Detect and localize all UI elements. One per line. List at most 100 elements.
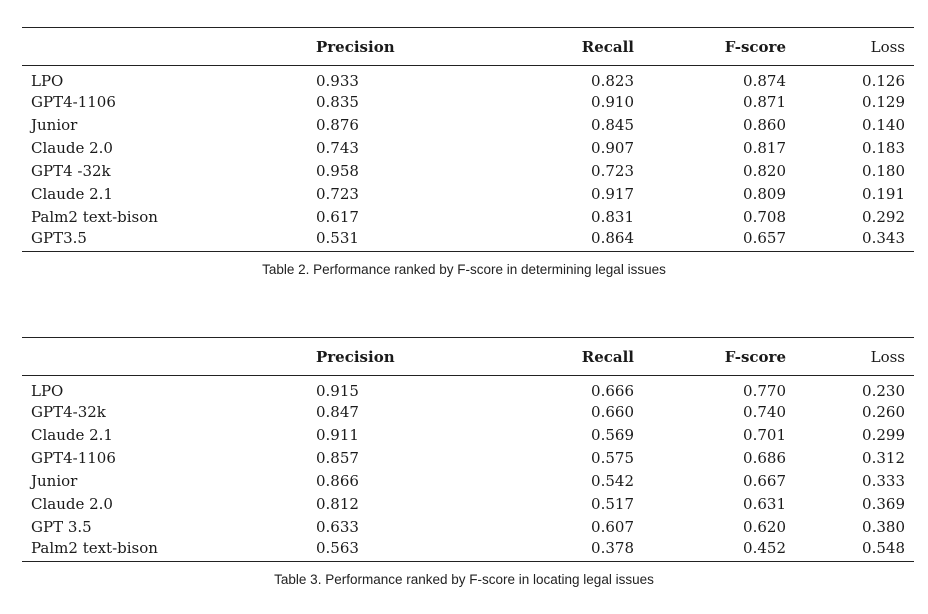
- cell-recall: 0.607: [591, 517, 634, 536]
- cell-recall: 0.517: [591, 494, 634, 513]
- cell-recall: 0.723: [591, 161, 634, 180]
- cell-recall: 0.907: [591, 138, 634, 157]
- cell-loss: 0.191: [862, 184, 905, 203]
- header-cell-recall: Recall: [581, 37, 634, 56]
- cell-fscore: 0.770: [743, 382, 786, 400]
- cell-loss: 0.129: [862, 92, 905, 111]
- cell-fscore: 0.820: [743, 161, 786, 180]
- cell-fscore: 0.667: [743, 471, 786, 490]
- table-row: Claude 2.0 0.743 0.907 0.817 0.183: [22, 136, 914, 159]
- cell-precision: 0.812: [316, 494, 359, 513]
- cell-model: LPO: [31, 382, 64, 400]
- cell-precision: 0.933: [316, 72, 359, 90]
- cell-fscore: 0.620: [743, 517, 786, 536]
- cell-precision: 0.876: [316, 115, 359, 134]
- cell-recall: 0.378: [591, 538, 634, 557]
- cell-model: GPT 3.5: [31, 517, 92, 536]
- cell-precision: 0.743: [316, 138, 359, 157]
- table-row: Claude 2.1 0.911 0.569 0.701 0.299: [22, 423, 914, 446]
- cell-loss: 0.180: [862, 161, 905, 180]
- cell-fscore: 0.809: [743, 184, 786, 203]
- cell-recall: 0.569: [591, 425, 634, 444]
- cell-fscore: 0.657: [743, 228, 786, 247]
- cell-precision: 0.563: [316, 538, 359, 557]
- cell-recall: 0.542: [591, 471, 634, 490]
- table-2-grid: Precision Recall F-score Loss LPO 0.933 0.…: [22, 27, 914, 252]
- table-row: GPT 3.5 0.633 0.607 0.620 0.380: [22, 515, 914, 538]
- cell-fscore: 0.860: [743, 115, 786, 134]
- cell-model: Junior: [31, 471, 78, 490]
- cell-model: Claude 2.1: [31, 184, 113, 203]
- table-header-row: Precision Recall F-score Loss: [22, 337, 914, 376]
- cell-loss: 0.292: [862, 207, 905, 226]
- header-cell-fscore: F-score: [724, 37, 786, 56]
- header-cell-recall: Recall: [581, 347, 634, 366]
- table-3-body: LPO 0.915 0.666 0.770 0.230 GPT4-32k 0.847 0.66…: [22, 376, 914, 561]
- cell-precision: 0.633: [316, 517, 359, 536]
- cell-fscore: 0.631: [743, 494, 786, 513]
- cell-fscore: 0.817: [743, 138, 786, 157]
- cell-recall: 0.823: [591, 72, 634, 90]
- header-cell-model: [22, 28, 316, 66]
- table-row: Palm2 text-bison 0.563 0.378 0.452 0.548: [22, 538, 914, 561]
- table-row: Junior 0.866 0.542 0.667 0.333: [22, 469, 914, 492]
- cell-model: Claude 2.0: [31, 138, 113, 157]
- table-row: Junior 0.876 0.845 0.860 0.140: [22, 113, 914, 136]
- cell-precision: 0.847: [316, 402, 359, 421]
- cell-precision: 0.835: [316, 92, 359, 111]
- cell-model: Junior: [31, 115, 78, 134]
- cell-fscore: 0.740: [743, 402, 786, 421]
- cell-loss: 0.126: [862, 72, 905, 90]
- cell-recall: 0.917: [591, 184, 634, 203]
- cell-model: Palm2 text-bison: [31, 207, 158, 226]
- table-3-caption: Table 3. Performance ranked by F-score i…: [274, 572, 654, 587]
- cell-precision: 0.723: [316, 184, 359, 203]
- table-row: LPO 0.933 0.823 0.874 0.126: [22, 66, 914, 90]
- cell-model: GPT3.5: [31, 228, 87, 247]
- cell-precision: 0.531: [316, 228, 359, 247]
- header-cell-precision: Precision: [316, 37, 395, 56]
- table-row: Palm2 text-bison 0.617 0.831 0.708 0.292: [22, 205, 914, 228]
- table-row: GPT3.5 0.531 0.864 0.657 0.343: [22, 228, 914, 251]
- cell-recall: 0.831: [591, 207, 634, 226]
- cell-model: GPT4-32k: [31, 402, 106, 421]
- header-cell-model: [22, 338, 316, 376]
- cell-loss: 0.140: [862, 115, 905, 134]
- header-cell-precision: Precision: [316, 347, 395, 366]
- cell-recall: 0.910: [591, 92, 634, 111]
- cell-loss: 0.548: [862, 538, 905, 557]
- cell-precision: 0.915: [316, 382, 359, 400]
- cell-fscore: 0.452: [743, 538, 786, 557]
- cell-recall: 0.575: [591, 448, 634, 467]
- table-row: Claude 2.0 0.812 0.517 0.631 0.369: [22, 492, 914, 515]
- cell-recall: 0.864: [591, 228, 634, 247]
- cell-precision: 0.617: [316, 207, 359, 226]
- cell-model: Claude 2.1: [31, 425, 113, 444]
- table-header-row: Precision Recall F-score Loss: [22, 27, 914, 66]
- table-row: LPO 0.915 0.666 0.770 0.230: [22, 376, 914, 400]
- cell-fscore: 0.708: [743, 207, 786, 226]
- cell-loss: 0.260: [862, 402, 905, 421]
- table-row: GPT4 -32k 0.958 0.723 0.820 0.180: [22, 159, 914, 182]
- cell-precision: 0.958: [316, 161, 359, 180]
- cell-loss: 0.380: [862, 517, 905, 536]
- cell-loss: 0.299: [862, 425, 905, 444]
- header-cell-loss: Loss: [870, 347, 905, 366]
- cell-fscore: 0.701: [743, 425, 786, 444]
- cell-model: GPT4-1106: [31, 448, 116, 467]
- table-2-caption: Table 2. Performance ranked by F-score i…: [262, 262, 666, 277]
- table-2: Precision Recall F-score Loss LPO 0.933 0.…: [22, 27, 914, 252]
- cell-model: Palm2 text-bison: [31, 538, 158, 557]
- cell-model: GPT4-1106: [31, 92, 116, 111]
- table-row: GPT4-1106 0.835 0.910 0.871 0.129: [22, 90, 914, 113]
- cell-loss: 0.369: [862, 494, 905, 513]
- cell-precision: 0.911: [316, 425, 359, 444]
- cell-fscore: 0.686: [743, 448, 786, 467]
- cell-model: GPT4 -32k: [31, 161, 111, 180]
- cell-loss: 0.230: [862, 382, 905, 400]
- cell-recall: 0.845: [591, 115, 634, 134]
- table-row: GPT4-32k 0.847 0.660 0.740 0.260: [22, 400, 914, 423]
- cell-recall: 0.666: [591, 382, 634, 400]
- header-cell-loss: Loss: [870, 37, 905, 56]
- cell-precision: 0.866: [316, 471, 359, 490]
